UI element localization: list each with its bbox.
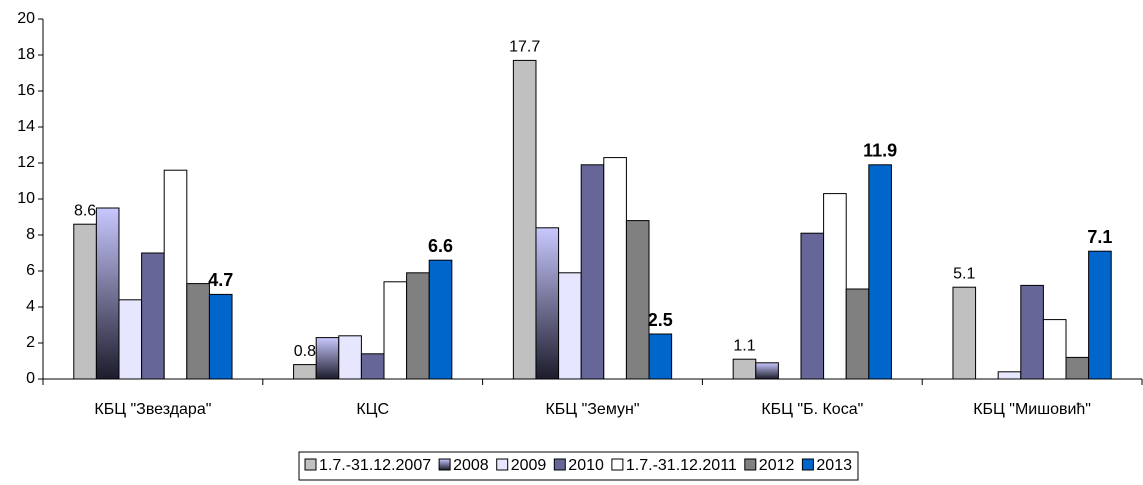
- legend-swatch: [438, 458, 451, 471]
- bar: [603, 157, 627, 380]
- x-tick-label: КЦС: [356, 401, 389, 418]
- legend-swatch: [611, 458, 624, 471]
- bar: [360, 353, 385, 380]
- data-label: 8.6: [74, 202, 96, 219]
- bar: [1042, 319, 1067, 380]
- bar: [535, 227, 560, 380]
- bar: [315, 337, 340, 380]
- legend-swatch: [553, 458, 566, 471]
- legend-box: [298, 451, 859, 481]
- bar: [118, 299, 143, 380]
- bar: [625, 220, 650, 380]
- legend: 1.7.-31.12.2007 2008 2009 2010 1.7.-31.12.20…: [298, 451, 859, 481]
- bar: [208, 293, 233, 380]
- bar: [558, 272, 582, 380]
- legend-label: 1.7.-31.12.2011: [626, 457, 737, 474]
- bar: [755, 362, 779, 380]
- bar: [95, 207, 120, 380]
- data-label: 7.1: [1087, 227, 1112, 247]
- data-label: 0.8: [294, 343, 316, 360]
- data-label: 6.6: [428, 236, 453, 256]
- legend-label: 2010: [568, 457, 604, 474]
- legend-label: 1.7.-31.12.2007: [319, 457, 431, 474]
- data-label: 2.5: [648, 310, 673, 330]
- x-tick-label: КБЦ "Земун": [545, 401, 639, 418]
- legend-label: 2008: [453, 457, 489, 474]
- bar: [732, 358, 757, 380]
- legend-swatch: [744, 458, 757, 471]
- y-tick-label: 12: [17, 154, 35, 171]
- legend-swatch: [304, 458, 317, 471]
- bar: [73, 223, 97, 380]
- y-tick-label: 0: [26, 370, 35, 387]
- bar: [293, 364, 317, 380]
- y-tick-label: 8: [26, 226, 35, 243]
- bar: [997, 371, 1022, 380]
- bar: [186, 283, 210, 380]
- bar: [1088, 250, 1112, 380]
- x-tick-label: КБЦ "Мишовић": [973, 401, 1091, 418]
- legend-label: 2013: [816, 457, 852, 474]
- data-label: 11.9: [863, 141, 897, 161]
- y-tick-label: 14: [17, 118, 35, 135]
- bar: [338, 335, 362, 380]
- bar: [428, 259, 453, 380]
- bar: [1020, 284, 1044, 380]
- legend-label: 2012: [759, 457, 795, 474]
- data-label: 4.7: [208, 270, 233, 290]
- bar: [141, 252, 165, 380]
- bar: [845, 288, 870, 380]
- y-tick-label: 18: [17, 46, 35, 63]
- legend-swatch: [496, 458, 509, 471]
- bar: [800, 232, 825, 380]
- y-tick-label: 2: [26, 334, 35, 351]
- legend-swatch: [801, 458, 814, 471]
- bar: [163, 169, 188, 380]
- x-tick-label: КБЦ "Б. Коса": [761, 401, 863, 418]
- bar: [580, 164, 605, 380]
- x-tick-label: КБЦ "Звездара": [94, 401, 211, 418]
- y-tick-label: 20: [17, 10, 35, 27]
- bar: [648, 333, 673, 380]
- bar: [1065, 356, 1090, 380]
- y-tick-label: 10: [17, 190, 35, 207]
- bar: [952, 286, 977, 380]
- bar: [406, 272, 430, 380]
- data-label: 1.1: [733, 337, 755, 354]
- y-tick-label: 6: [26, 262, 35, 279]
- legend-label: 2009: [511, 457, 547, 474]
- data-label: 5.1: [953, 265, 975, 282]
- bar: [383, 281, 408, 380]
- data-label: 17.7: [509, 39, 540, 56]
- bar: [823, 193, 847, 380]
- y-tick-label: 4: [26, 298, 35, 315]
- y-tick-label: 16: [17, 82, 35, 99]
- bar: [868, 164, 892, 380]
- bar: [512, 59, 537, 380]
